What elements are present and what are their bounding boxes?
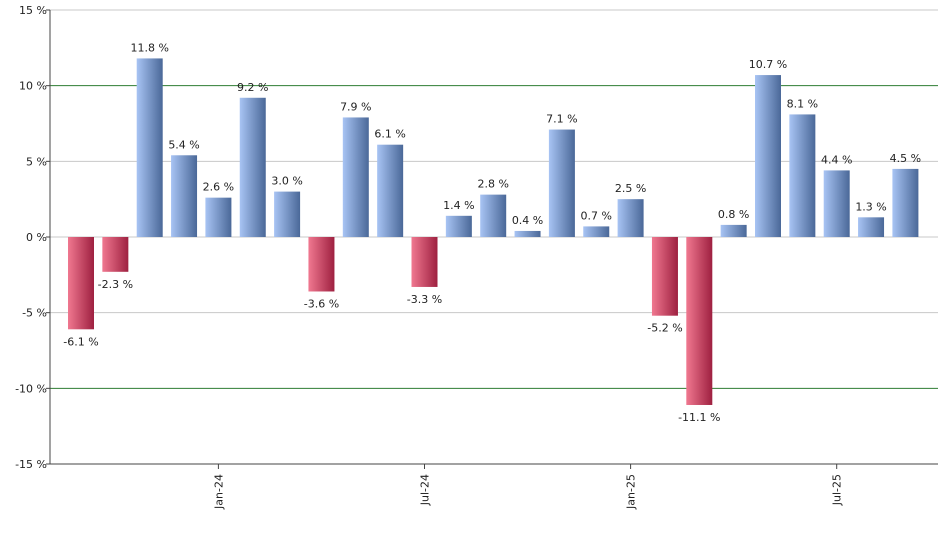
y-tick-label: -5 % [22, 307, 47, 320]
bar-value-label: -6.1 % [63, 335, 98, 348]
x-tick-label: Jul-25 [831, 474, 844, 506]
bar [102, 237, 129, 272]
bar [720, 224, 747, 237]
bar [445, 215, 472, 237]
bar [823, 170, 850, 237]
axes [49, 10, 938, 469]
y-tick-label: 15 % [19, 4, 47, 17]
bar [789, 114, 816, 237]
bar-value-label: 7.9 % [340, 100, 371, 113]
bar [274, 191, 301, 237]
bar-value-label: 9.2 % [237, 81, 268, 94]
bar [755, 75, 781, 237]
data-labels: -6.1 % -2.3 % 11.8 % 5.4 % 2.6 % 9.2 % 3.0 % -3… [63, 41, 921, 424]
x-tick-label: Jan-25 [625, 474, 638, 510]
bar-value-label: 7.1 % [546, 113, 577, 126]
bar-value-label: 3.0 % [271, 175, 302, 188]
bar-value-label: 10.7 % [749, 58, 787, 71]
bar-value-label: -11.1 % [678, 411, 720, 424]
y-tick-label: 0 % [26, 231, 47, 244]
bar [205, 197, 232, 237]
bar [136, 58, 163, 237]
bar [617, 199, 644, 237]
bar-value-label: 0.7 % [581, 209, 612, 222]
bar [377, 144, 404, 237]
bar-value-label: 1.3 % [855, 200, 886, 213]
bar [858, 217, 885, 237]
bar [411, 237, 438, 287]
y-axis-tick-labels: 15 % 10 % 5 % 0 % -5 % -10 % -15 % [15, 4, 47, 471]
bar [68, 237, 94, 330]
bar-value-label: -3.3 % [407, 293, 442, 306]
bar-value-label: 5.4 % [168, 138, 199, 151]
bars [68, 58, 919, 405]
bar-value-label: 4.5 % [890, 152, 921, 165]
bar-value-label: 6.1 % [374, 128, 405, 141]
bar [892, 168, 919, 237]
bar [686, 237, 713, 405]
y-tick-label: 5 % [26, 155, 47, 168]
bar-value-label: 2.6 % [203, 181, 234, 194]
y-tick-label: -15 % [15, 458, 47, 471]
x-tick-label: Jul-24 [419, 474, 432, 506]
y-tick-label: -10 % [15, 382, 47, 395]
bar-value-label: -3.6 % [304, 297, 339, 310]
x-axis-tick-labels: Jan-24 Jul-24 Jan-25 Jul-25 [212, 474, 843, 510]
bar-value-label: 0.8 % [718, 208, 749, 221]
bar [548, 129, 575, 237]
bar-value-label: 0.4 % [512, 214, 543, 227]
y-tick-label: 10 % [19, 80, 47, 93]
bar-value-label: 11.8 % [130, 41, 168, 54]
bar [514, 230, 541, 237]
bar [239, 97, 266, 237]
bar [651, 237, 678, 316]
bar-value-label: 2.8 % [477, 178, 508, 191]
bar-value-label: 2.5 % [615, 182, 646, 195]
bar [480, 194, 507, 237]
bar-value-label: -5.2 % [647, 322, 682, 335]
bar [342, 117, 369, 237]
bar [308, 237, 335, 292]
bar-value-label: 1.4 % [443, 199, 474, 212]
bar [171, 155, 198, 237]
bar-value-label: 4.4 % [821, 153, 852, 166]
bar-value-label: -2.3 % [98, 278, 133, 291]
bar-value-label: 8.1 % [787, 97, 818, 110]
bar [583, 226, 610, 237]
x-tick-label: Jan-24 [212, 474, 225, 510]
